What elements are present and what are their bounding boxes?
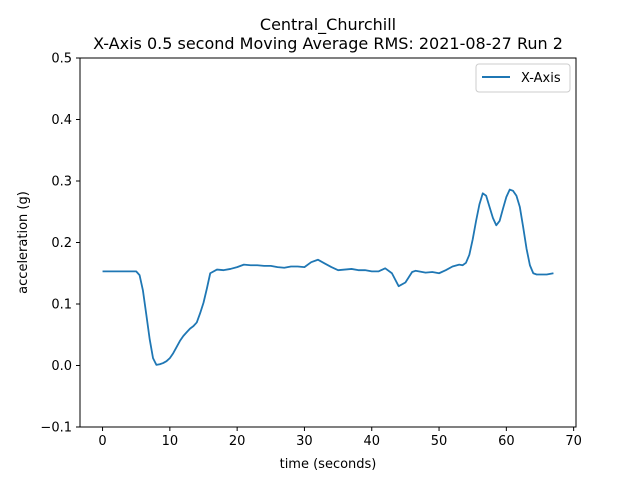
y-tick-label: 0.3 — [51, 175, 72, 190]
series-line-x-axis — [102, 188, 554, 366]
x-tick-label: 40 — [363, 434, 380, 449]
y-axis-ticks: −0.1 0.0 0.1 0.2 0.3 0.4 0.5 — [40, 52, 80, 436]
x-tick-label: 20 — [229, 434, 246, 449]
y-tick-label: 0.0 — [51, 359, 72, 374]
y-tick-label: 0.4 — [51, 113, 72, 128]
x-tick-label: 60 — [498, 434, 515, 449]
legend-label-x-axis: X-Axis — [521, 71, 561, 86]
x-tick-label: 50 — [431, 434, 448, 449]
x-axis-ticks: 0 10 20 30 40 50 60 70 — [98, 427, 582, 449]
plot-frame — [79, 57, 577, 428]
x-tick-label: 0 — [98, 434, 106, 449]
series-layer — [102, 188, 554, 366]
x-tick-label: 70 — [565, 434, 582, 449]
legend-frame — [475, 63, 571, 93]
y-tick-label: −0.1 — [40, 421, 72, 436]
y-axis-label: acceleration (g) — [16, 191, 31, 294]
legend: X-Axis — [475, 63, 571, 93]
chart-title: Central_Churchill — [260, 15, 396, 35]
x-tick-label: 10 — [162, 434, 179, 449]
x-axis-label: time (seconds) — [280, 457, 377, 472]
x-tick-label: 30 — [296, 434, 313, 449]
y-tick-label: 0.1 — [51, 298, 72, 313]
y-tick-label: 0.2 — [51, 236, 72, 251]
y-tick-label: 0.5 — [51, 52, 72, 67]
chart-subtitle: X-Axis 0.5 second Moving Average RMS: 20… — [93, 34, 563, 53]
